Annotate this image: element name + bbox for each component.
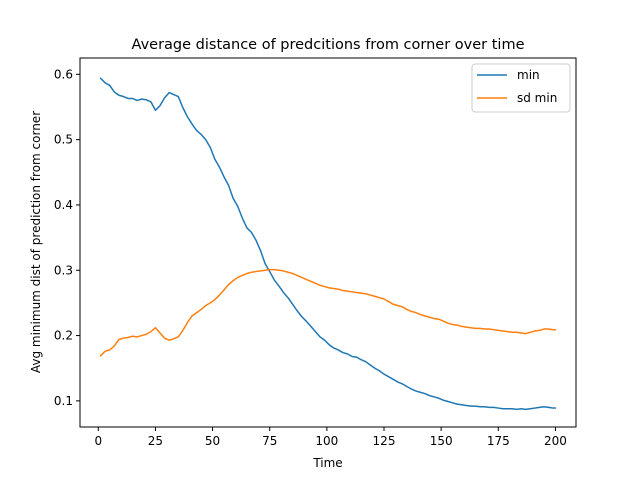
plot-frame [79, 57, 577, 428]
series-layer [99, 77, 557, 411]
legend-box [471, 63, 571, 113]
series-line-sd-min [99, 268, 557, 357]
series-line-min [99, 77, 557, 411]
legend-label-sd-min: sd min [517, 91, 557, 105]
x-tick-label: 175 [487, 434, 510, 448]
legend-label-min: min [517, 68, 540, 82]
x-tick-label: 125 [373, 434, 396, 448]
legend: min sd min [471, 63, 571, 113]
x-tick-label: 50 [205, 434, 220, 448]
chart-title: Average distance of predcitions from cor… [132, 37, 525, 53]
x-tick-label: 200 [544, 434, 567, 448]
x-axis: 0 25 50 75 100 125 150 175 200 [94, 427, 567, 448]
x-axis-label: Time [312, 456, 342, 470]
y-tick-label: 0.1 [54, 394, 73, 408]
x-tick-label: 25 [148, 434, 163, 448]
y-axis-label: Avg minimum dist of prediction from corn… [29, 111, 43, 373]
x-tick-label: 0 [94, 434, 102, 448]
y-tick-label: 0.6 [54, 67, 73, 81]
x-tick-label: 100 [315, 434, 338, 448]
plot-area [79, 57, 577, 428]
y-tick-label: 0.4 [54, 198, 73, 212]
y-axis: 0.1 0.2 0.3 0.4 0.5 0.6 [54, 67, 80, 408]
x-tick-label: 75 [262, 434, 277, 448]
y-tick-label: 0.2 [54, 329, 73, 343]
y-tick-label: 0.5 [54, 133, 73, 147]
x-tick-label: 150 [430, 434, 453, 448]
y-tick-label: 0.3 [54, 263, 73, 277]
